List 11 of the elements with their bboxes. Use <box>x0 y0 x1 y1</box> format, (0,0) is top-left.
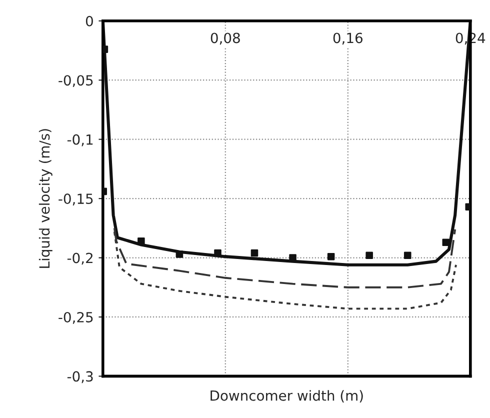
y-tick-label: -0,15 <box>58 194 93 206</box>
x-tick-label: 0,16 <box>333 32 362 45</box>
y-tick-label: -0,1 <box>67 134 93 146</box>
y-tick-label: -0,25 <box>58 312 93 324</box>
y-tick-label: -0,3 <box>67 371 93 384</box>
x-tick-label: 0,08 <box>210 32 240 45</box>
x-axis-title: Downcomer width (m) <box>210 390 363 402</box>
y-tick-label: -0,05 <box>58 75 93 88</box>
y-tick-label: -0,2 <box>67 252 92 265</box>
y-axis-title: Liquid velocity (m/s) <box>38 129 52 268</box>
y-tick-label: 0 <box>86 16 93 26</box>
